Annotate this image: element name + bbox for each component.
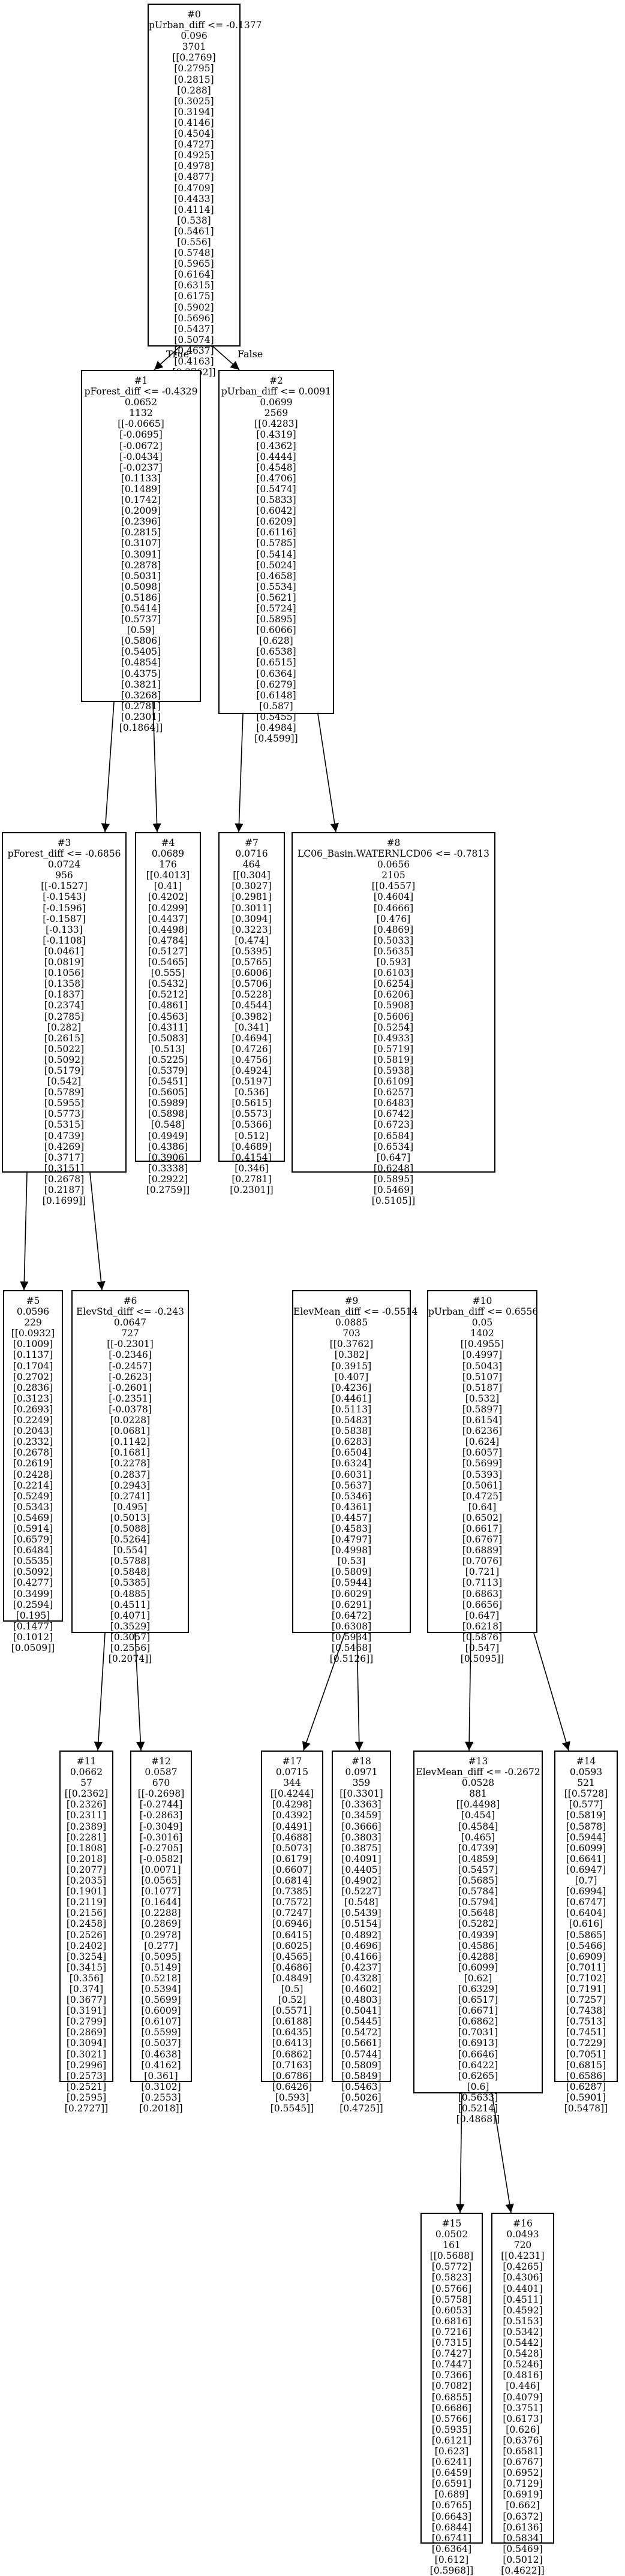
tree-node-7: #7 0.0716 464 [[0.304] [0.3027] [0.2981]… — [218, 832, 285, 1195]
edge-10-14 — [533, 1632, 570, 1751]
node-7-text: #7 0.0716 464 [[0.304] [0.3027] [0.2981]… — [230, 837, 274, 1195]
node-9-text: #9 ElevMean_diff <= -0.5514 0.0885 703 [… — [293, 1295, 418, 1665]
tree-node-8: #8 LC06_Basin.WATERNLCD06 <= -0.7813 0.0… — [292, 832, 495, 1206]
tree-node-11: #11 0.0662 57 [[0.2362] [0.2326] [0.2311… — [59, 1751, 113, 2114]
tree-node-1: #1 pForest_diff <= -0.4329 0.0652 1132 [… — [81, 370, 201, 733]
node-6-text: #6 ElevStd_diff <= -0.243 0.0647 727 [[-… — [76, 1295, 185, 1665]
tree-node-15: #15 0.0502 161 [[0.5688] [0.5772] [0.582… — [420, 2213, 483, 2576]
edge-6-12 — [134, 1632, 145, 1751]
edge-3-5 — [20, 1172, 29, 1291]
node-8-text: #8 LC06_Basin.WATERNLCD06 <= -0.7813 0.0… — [297, 837, 490, 1207]
node-14-text: #14 0.0593 521 [[0.5728] [0.577] [0.5819… — [564, 1756, 608, 2114]
tree-node-0: #0 pUrban_diff <= -0.1377 0.096 3701 [[0… — [148, 4, 262, 378]
edge-9-17 — [302, 1632, 345, 1751]
edge-1-3 — [101, 701, 115, 833]
node-13-text: #13 ElevMean_diff <= -0.2672 0.0528 881 … — [416, 1756, 540, 2125]
tree-node-14: #14 0.0593 521 [[0.5728] [0.577] [0.5819… — [554, 1751, 618, 2114]
node-3-text: #3 pForest_diff <= -0.6856 0.0724 956 [[… — [7, 837, 121, 1207]
edge-0-2 — [212, 346, 240, 370]
tree-node-9: #9 ElevMean_diff <= -0.5514 0.0885 703 [… — [292, 1290, 417, 1664]
node-15-text: #15 0.0502 161 [[0.5688] [0.5772] [0.582… — [429, 2218, 474, 2576]
false-edge-label: False — [238, 348, 263, 360]
node-10-text: #10 pUrban_diff <= 0.6556 0.05 1402 [[0.… — [428, 1295, 539, 1665]
tree-node-17: #17 0.0715 344 [[0.4244] [0.4298] [0.439… — [261, 1751, 323, 2114]
edge-9-18 — [354, 1632, 363, 1751]
node-11-text: #11 0.0662 57 [[0.2362] [0.2326] [0.2311… — [64, 1756, 109, 2114]
tree-node-6: #6 ElevStd_diff <= -0.243 0.0647 727 [[-… — [71, 1290, 189, 1664]
edge-2-7 — [235, 713, 244, 833]
node-12-text: #12 0.0587 670 [[-0.2698] [-0.2744] [-0.… — [137, 1756, 185, 2114]
true-edge-label: True — [166, 348, 190, 360]
tree-node-2: #2 pUrban_diff <= 0.0091 0.0699 2569 [[0… — [218, 370, 334, 744]
node-17-text: #17 0.0715 344 [[0.4244] [0.4298] [0.439… — [270, 1756, 314, 2114]
node-5-text: #5 0.0596 229 [[0.0932] [0.1009] [0.1137… — [11, 1295, 55, 1653]
edge-13-15 — [456, 2093, 465, 2213]
node-16-text: #16 0.0493 720 [[0.4231] [0.4265] [0.430… — [501, 2218, 545, 2576]
decision-tree: #0 pUrban_diff <= -0.1377 0.096 3701 [[0… — [2, 4, 618, 2576]
edge-13-16 — [491, 2093, 514, 2213]
edge-1-4 — [152, 701, 161, 833]
tree-node-5: #5 0.0596 229 [[0.0932] [0.1009] [0.1137… — [3, 1290, 63, 1653]
tree-node-3: #3 pForest_diff <= -0.6856 0.0724 956 [[… — [2, 832, 127, 1206]
tree-edges — [20, 346, 570, 2213]
node-1-text: #1 pForest_diff <= -0.4329 0.0652 1132 [… — [84, 375, 198, 733]
tree-node-18: #18 0.0971 359 [[0.3301] [0.3363] [0.345… — [332, 1751, 391, 2114]
node-0-text: #0 pUrban_diff <= -0.1377 0.096 3701 [[0… — [149, 9, 262, 378]
edge-2-8 — [317, 713, 339, 833]
tree-node-12: #12 0.0587 670 [[-0.2698] [-0.2744] [-0.… — [130, 1751, 192, 2114]
tree-node-16: #16 0.0493 720 [[0.4231] [0.4265] [0.430… — [491, 2213, 554, 2576]
edge-3-6 — [89, 1172, 106, 1291]
edge-0-1 — [154, 346, 181, 370]
edge-10-13 — [465, 1632, 474, 1751]
tree-node-13: #13 ElevMean_diff <= -0.2672 0.0528 881 … — [413, 1751, 543, 2125]
node-2-text: #2 pUrban_diff <= 0.0091 0.0699 2569 [[0… — [221, 375, 332, 745]
tree-node-10: #10 pUrban_diff <= 0.6556 0.05 1402 [[0.… — [427, 1290, 538, 1664]
edge-6-11 — [94, 1632, 106, 1751]
node-4-text: #4 0.0689 176 [[0.4013] [0.41] [0.4202] … — [146, 837, 190, 1195]
node-18-text: #18 0.0971 359 [[0.3301] [0.3363] [0.345… — [339, 1756, 383, 2114]
tree-node-4: #4 0.0689 176 [[0.4013] [0.41] [0.4202] … — [135, 832, 201, 1195]
